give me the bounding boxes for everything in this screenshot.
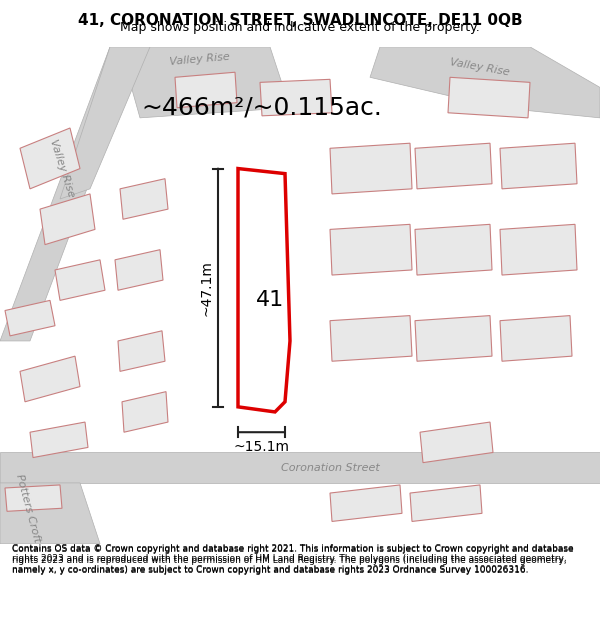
Text: Potters Croft: Potters Croft [14,473,42,544]
Text: Coronation Street: Coronation Street [281,462,379,472]
Polygon shape [40,194,95,244]
Polygon shape [20,128,80,189]
Polygon shape [415,316,492,361]
Polygon shape [500,224,577,275]
Text: Valley Rise: Valley Rise [48,138,76,199]
Polygon shape [500,316,572,361]
Polygon shape [330,143,412,194]
Polygon shape [120,47,290,118]
Text: ~466m²/~0.115ac.: ~466m²/~0.115ac. [142,96,382,120]
Polygon shape [330,224,412,275]
Polygon shape [500,143,577,189]
Polygon shape [448,78,530,118]
Text: Contains OS data © Crown copyright and database right 2021. This information is : Contains OS data © Crown copyright and d… [12,544,574,574]
Polygon shape [0,47,140,341]
Polygon shape [122,392,168,432]
Polygon shape [30,422,88,457]
Text: Valley Rise: Valley Rise [449,57,511,78]
Polygon shape [118,331,165,371]
Polygon shape [0,452,600,483]
Text: 41: 41 [256,291,284,311]
Polygon shape [260,79,332,116]
Text: 41, CORONATION STREET, SWADLINCOTE, DE11 0QB: 41, CORONATION STREET, SWADLINCOTE, DE11… [77,13,523,28]
Polygon shape [370,47,600,118]
Polygon shape [330,485,402,521]
Polygon shape [5,485,62,511]
Polygon shape [60,47,150,199]
Text: Map shows position and indicative extent of the property.: Map shows position and indicative extent… [120,21,480,34]
Polygon shape [120,179,168,219]
Polygon shape [410,485,482,521]
Text: Contains OS data © Crown copyright and database right 2021. This information is : Contains OS data © Crown copyright and d… [12,546,574,575]
Polygon shape [175,72,237,107]
Polygon shape [420,422,493,462]
Polygon shape [55,260,105,301]
Polygon shape [330,316,412,361]
Text: ~47.1m: ~47.1m [199,260,213,316]
Polygon shape [415,224,492,275]
Polygon shape [20,356,80,402]
Text: Valley Rise: Valley Rise [169,51,230,67]
Polygon shape [115,249,163,290]
Text: ~15.1m: ~15.1m [233,441,290,454]
Polygon shape [415,143,492,189]
Polygon shape [238,169,290,412]
Polygon shape [5,301,55,336]
Polygon shape [0,483,100,544]
